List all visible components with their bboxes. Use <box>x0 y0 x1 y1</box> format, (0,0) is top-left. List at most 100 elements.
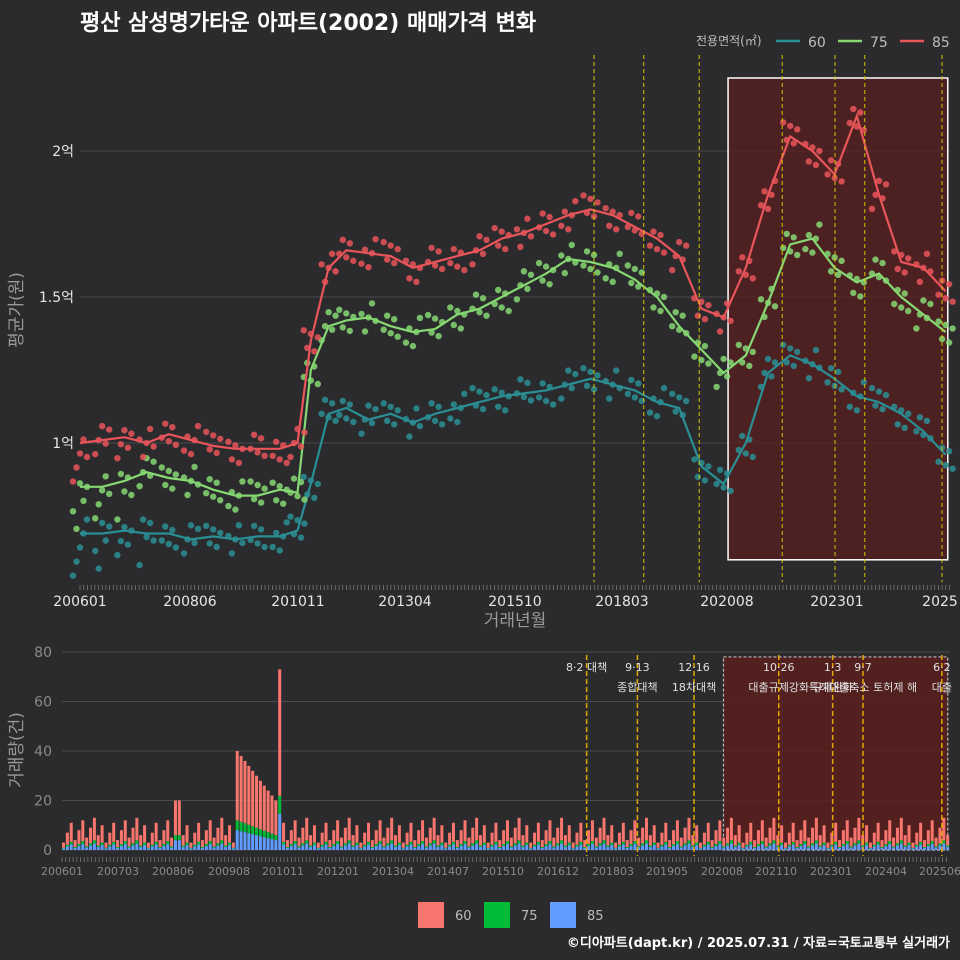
volume-bar-60 <box>849 837 853 847</box>
volume-bar-60 <box>228 825 232 843</box>
volume-bar-75 <box>710 847 714 849</box>
bottom-x-tick-label: 202110 <box>755 865 797 878</box>
volume-bar-60 <box>320 832 324 845</box>
data-point-75 <box>457 325 464 332</box>
data-point-85 <box>99 422 106 430</box>
bottom-x-tick-label: 201201 <box>317 865 359 878</box>
volume-bar-60 <box>494 822 498 842</box>
volume-bar-60 <box>224 835 228 846</box>
volume-bar-75 <box>822 842 826 846</box>
data-point-85 <box>701 316 709 323</box>
data-point-75 <box>594 269 601 276</box>
data-point-85 <box>368 250 376 257</box>
data-point-85 <box>217 435 224 443</box>
volume-bar-75 <box>729 840 733 844</box>
volume-bar-60 <box>695 825 699 843</box>
volume-bar-60 <box>471 827 475 844</box>
volume-bar-60 <box>355 825 359 843</box>
data-point-60 <box>679 411 686 419</box>
volume-bar-60 <box>845 820 849 842</box>
volume-bar-75 <box>81 841 85 845</box>
data-point-75 <box>297 478 305 486</box>
volume-bar-60 <box>135 817 139 841</box>
data-point-60 <box>594 372 601 379</box>
volume-bar-60 <box>841 830 845 845</box>
data-point-75 <box>542 263 550 270</box>
data-point-85 <box>117 441 125 448</box>
data-point-60 <box>416 422 424 430</box>
data-point-85 <box>380 238 387 246</box>
volume-bar-85 <box>475 843 479 850</box>
volume-bar-85 <box>587 846 591 850</box>
volume-bar-75 <box>803 841 807 845</box>
volume-bar-75 <box>737 842 741 846</box>
data-point-75 <box>583 248 591 255</box>
volume-bar-60 <box>911 842 915 848</box>
volume-bar-75 <box>687 840 691 844</box>
volume-bar-85 <box>405 846 409 850</box>
data-point-85 <box>628 209 635 217</box>
volume-bar-60 <box>289 830 293 845</box>
data-point-75 <box>676 326 683 333</box>
volume-bar-75 <box>498 847 502 849</box>
data-point-60 <box>787 345 794 352</box>
volume-bar-85 <box>594 847 598 850</box>
volume-bar-60 <box>652 825 656 843</box>
volume-bar-85 <box>888 844 892 850</box>
data-point-60 <box>720 484 727 491</box>
data-point-60 <box>727 487 734 495</box>
data-point-75 <box>165 467 172 475</box>
data-point-85 <box>114 455 121 462</box>
volume-bar-60 <box>123 820 127 842</box>
volume-bar-60 <box>714 830 718 845</box>
data-point-75 <box>660 293 668 301</box>
data-point-75 <box>746 362 753 370</box>
volume-bar-60 <box>444 842 448 848</box>
volume-bar-60 <box>660 832 664 845</box>
volume-bar-75 <box>517 840 521 844</box>
volume-bar-75 <box>170 846 174 848</box>
data-point-85 <box>790 140 797 147</box>
data-point-75 <box>669 323 676 330</box>
data-point-60 <box>257 526 265 533</box>
data-point-60 <box>872 402 879 409</box>
volume-bar-60 <box>436 835 440 846</box>
volume-bar-75 <box>853 843 857 846</box>
volume-bar-75 <box>540 847 544 849</box>
volume-bar-75 <box>386 843 390 846</box>
data-point-60 <box>609 381 616 388</box>
volume-bar-85 <box>374 846 378 850</box>
volume-bar-75 <box>672 844 676 847</box>
data-point-75 <box>80 497 87 504</box>
data-point-60 <box>447 415 454 422</box>
volume-bar-75 <box>424 846 428 848</box>
volume-bar-85 <box>471 845 475 850</box>
data-point-85 <box>339 236 346 243</box>
volume-bar-75 <box>610 842 614 846</box>
volume-bar-75 <box>668 847 672 849</box>
data-point-75 <box>949 325 956 332</box>
volume-bar-85 <box>741 848 745 850</box>
data-point-60 <box>945 448 953 455</box>
data-point-75 <box>945 339 953 346</box>
volume-bar-60 <box>467 837 471 847</box>
volume-bar-75 <box>173 835 177 841</box>
volume-bar-85 <box>922 848 926 850</box>
volume-bar-75 <box>614 847 618 849</box>
volume-bar-75 <box>756 844 760 847</box>
bottom-x-tick-label: 200601 <box>41 865 83 878</box>
volume-bar-75 <box>324 841 328 845</box>
data-point-75 <box>646 286 654 294</box>
volume-bar-75 <box>139 845 143 848</box>
volume-bar-85 <box>772 843 776 850</box>
volume-bar-60 <box>89 827 93 844</box>
bar-legend-swatch-60 <box>418 902 444 928</box>
data-point-75 <box>158 464 165 471</box>
volume-bar-85 <box>745 846 749 850</box>
volume-bar-60 <box>451 822 455 842</box>
volume-bar-85 <box>177 840 181 850</box>
data-point-75 <box>827 268 835 275</box>
volume-bar-60 <box>332 830 336 845</box>
volume-bar-85 <box>382 847 386 850</box>
volume-bar-85 <box>783 848 787 850</box>
